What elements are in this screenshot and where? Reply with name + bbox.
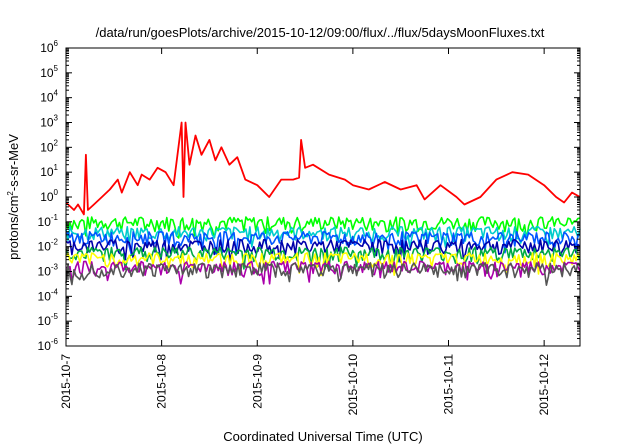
- y-tick-label: 10-1: [38, 213, 59, 229]
- y-tick-label: 10-4: [38, 287, 59, 303]
- y-tick-label: 10-3: [38, 263, 59, 279]
- series-line: [65, 121, 581, 216]
- plot-frame: [65, 47, 581, 347]
- series-line: [65, 262, 581, 286]
- series-line: [65, 216, 581, 240]
- y-tick-label: 10-6: [38, 337, 59, 353]
- series-layer: [65, 121, 581, 286]
- x-axis-label: Coordinated Universal Time (UTC): [223, 429, 422, 444]
- x-tick-label: 2015-10-11: [442, 354, 456, 415]
- x-tick-label: 2015-10-7: [59, 354, 73, 409]
- series-line: [65, 230, 581, 255]
- y-axis-label: protons/cm2-s-sr-MeV: [6, 134, 21, 260]
- y-tick-label: 10-5: [38, 312, 59, 328]
- x-tick-label: 2015-10-9: [250, 354, 264, 409]
- y-tick-label: 10-2: [38, 238, 59, 254]
- x-tick-label: 2015-10-10: [346, 354, 360, 416]
- y-tick-label: 100: [40, 188, 58, 204]
- y-tick-label: 106: [40, 39, 58, 55]
- y-axis: 106 105 104 103 102 101 100 10-1 10-2 10-3 10-4 10-…: [38, 39, 580, 353]
- y-tick-label: 105: [40, 64, 58, 80]
- chart-title: /data/run/goesPlots/archive/2015-10-12/0…: [96, 25, 545, 40]
- y-tick-label: 102: [40, 138, 58, 154]
- x-axis: 2015-10-7 2015-10-8 2015-10-9 2015-10-10 201…: [59, 48, 551, 415]
- x-tick-label: 2015-10-12: [537, 354, 551, 416]
- y-tick-label: 104: [40, 89, 58, 105]
- y-tick-label: 103: [40, 114, 58, 130]
- x-tick-label: 2015-10-8: [155, 354, 169, 409]
- y-tick-label: 101: [40, 163, 58, 179]
